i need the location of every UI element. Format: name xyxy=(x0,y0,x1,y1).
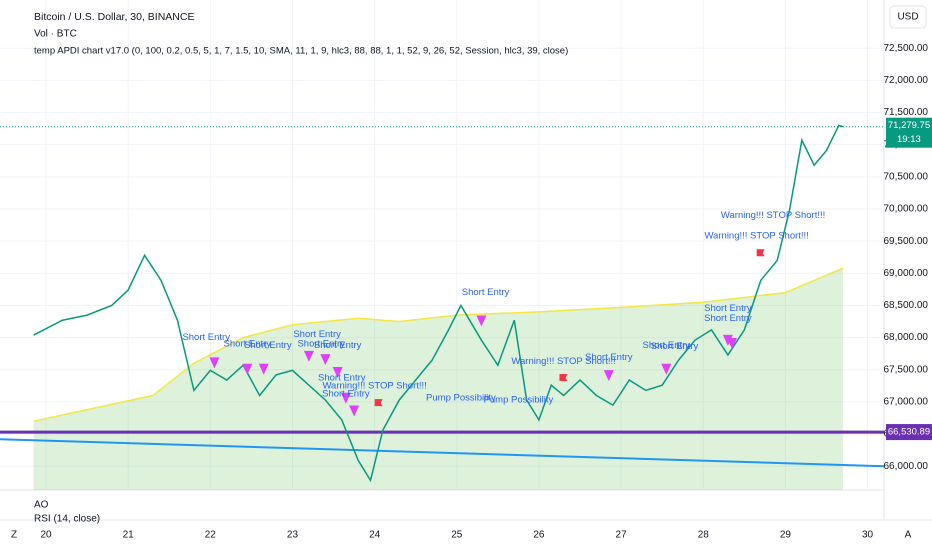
annotation: Short Entry xyxy=(643,340,691,351)
symbol-title: Bitcoin / U.S. Dollar, 30, BINANCE xyxy=(34,11,194,23)
annotation: Short Entry xyxy=(224,339,272,350)
y-tick-label: 66,000.00 xyxy=(884,461,929,472)
x-tick-label: 30 xyxy=(862,530,874,541)
flag xyxy=(374,399,383,412)
zoom-button[interactable]: Z xyxy=(11,530,17,541)
x-tick-label: 26 xyxy=(533,530,545,541)
annotation: Short Entry xyxy=(585,352,633,363)
y-tick-label: 72,000.00 xyxy=(884,75,929,86)
currency-button[interactable] xyxy=(889,5,927,29)
countdown: 19:13 xyxy=(897,134,921,145)
ao-label: AO xyxy=(34,500,49,511)
annotation: Short Entry xyxy=(314,340,362,351)
y-tick-label: 69,500.00 xyxy=(884,236,929,247)
annotation: Short Entry xyxy=(244,340,292,351)
annotation: Pump Possibility xyxy=(426,393,496,404)
flag xyxy=(756,249,765,262)
short-marker xyxy=(242,363,253,375)
last-price-tag xyxy=(886,117,932,148)
x-tick-label: 29 xyxy=(780,530,792,541)
annotation: Short Entry xyxy=(318,373,366,384)
currency[interactable]: USD xyxy=(897,12,918,23)
trend-line xyxy=(0,438,885,468)
short-marker xyxy=(303,350,314,362)
x-tick-label: 28 xyxy=(698,530,710,541)
short-marker xyxy=(332,366,343,378)
short-marker xyxy=(340,392,351,404)
short-marker xyxy=(320,354,331,366)
annotation: Short Entry xyxy=(297,339,345,350)
short-marker xyxy=(727,338,738,350)
short-marker xyxy=(661,363,672,375)
y-tick-label: 67,500.00 xyxy=(884,364,929,375)
x-tick-label: 24 xyxy=(369,530,381,541)
x-tick-label: 20 xyxy=(40,530,52,541)
band-line xyxy=(33,267,844,422)
annotation: Short Entry xyxy=(704,303,752,314)
short-marker xyxy=(476,315,487,327)
flag xyxy=(559,374,568,387)
annotation: Warning!!! STOP Short!!! xyxy=(511,356,615,367)
x-tick-label: 23 xyxy=(287,530,299,541)
short-marker xyxy=(603,370,614,382)
last-price-label: 71,279.75 xyxy=(888,120,930,131)
annotation: Warning!!! STOP Short!!! xyxy=(721,210,825,221)
x-tick-label: 25 xyxy=(451,530,463,541)
volume-label: Vol · BTC xyxy=(34,29,77,40)
level-label: 66,530.89 xyxy=(888,427,930,438)
price-line xyxy=(33,124,844,483)
annotation: Short Entry xyxy=(322,389,370,400)
y-tick-label: 68,500.00 xyxy=(884,300,929,311)
annotation: Short Entry xyxy=(293,329,341,340)
annotation: Warning!!! STOP Short!!! xyxy=(322,380,426,391)
y-tick-label: 69,000.00 xyxy=(884,268,929,279)
short-marker xyxy=(722,334,733,346)
annotation: Pump Possibility xyxy=(484,394,554,405)
y-tick-label: 70,500.00 xyxy=(884,171,929,182)
band-fill xyxy=(33,268,843,490)
x-tick-label: 27 xyxy=(616,530,628,541)
x-tick-label: 21 xyxy=(123,530,135,541)
y-tick-label: 67,000.00 xyxy=(884,397,929,408)
x-tick-label: 22 xyxy=(205,530,217,541)
level-tag xyxy=(886,424,932,441)
y-tick-label: 72,500.00 xyxy=(884,43,929,54)
indicator-label: temp APDI chart v17.0 (0, 100, 0.2, 0.5,… xyxy=(34,46,568,57)
y-tick-label: 68,000.00 xyxy=(884,332,929,343)
rsi-label: RSI (14, close) xyxy=(34,514,100,525)
annotation: Short Entry xyxy=(462,287,510,298)
y-tick-label: 71,500.00 xyxy=(884,107,929,118)
auto-button[interactable]: A xyxy=(905,530,912,541)
annotation: Short Entry xyxy=(182,332,230,343)
annotation: Short Entry xyxy=(651,341,699,352)
short-marker xyxy=(349,405,360,417)
short-marker xyxy=(258,363,269,375)
annotation: Short Entry xyxy=(704,313,752,324)
short-marker xyxy=(209,357,220,369)
annotation: Warning!!! STOP Short!!! xyxy=(704,231,808,242)
y-tick-label: 70,000.00 xyxy=(884,204,929,215)
